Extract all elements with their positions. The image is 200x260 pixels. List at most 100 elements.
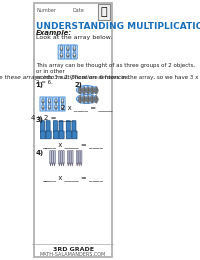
FancyBboxPatch shape: [46, 121, 50, 133]
Circle shape: [94, 95, 97, 102]
Circle shape: [90, 87, 93, 94]
FancyBboxPatch shape: [53, 131, 58, 139]
FancyBboxPatch shape: [53, 121, 57, 133]
Circle shape: [66, 51, 69, 58]
FancyBboxPatch shape: [52, 151, 53, 163]
FancyBboxPatch shape: [50, 151, 51, 163]
Circle shape: [60, 45, 63, 52]
FancyBboxPatch shape: [72, 121, 76, 133]
Circle shape: [73, 53, 74, 54]
Text: Date: Date: [72, 8, 84, 13]
Circle shape: [61, 53, 62, 54]
FancyBboxPatch shape: [66, 121, 70, 133]
FancyBboxPatch shape: [58, 151, 60, 163]
Text: MATH-SALAMANDERS.COM: MATH-SALAMANDERS.COM: [40, 252, 106, 257]
Circle shape: [54, 104, 57, 110]
Circle shape: [86, 95, 89, 102]
Polygon shape: [80, 163, 81, 166]
Circle shape: [90, 95, 93, 102]
Circle shape: [62, 105, 63, 106]
FancyBboxPatch shape: [59, 131, 64, 139]
Polygon shape: [54, 163, 55, 166]
Circle shape: [61, 105, 62, 106]
Text: 3): 3): [35, 117, 43, 123]
Text: Example:: Example:: [36, 30, 72, 36]
Circle shape: [73, 45, 75, 52]
FancyBboxPatch shape: [58, 45, 64, 59]
Circle shape: [73, 51, 75, 58]
FancyBboxPatch shape: [53, 97, 58, 111]
Circle shape: [48, 104, 51, 110]
Text: 4 x 2 = ____: 4 x 2 = ____: [31, 114, 72, 121]
Circle shape: [61, 104, 63, 110]
Text: 1): 1): [35, 82, 43, 88]
Circle shape: [60, 53, 61, 54]
Polygon shape: [67, 163, 69, 166]
Circle shape: [74, 46, 75, 48]
Circle shape: [61, 99, 62, 100]
FancyBboxPatch shape: [69, 151, 71, 163]
Circle shape: [56, 99, 57, 100]
Polygon shape: [58, 163, 60, 166]
Text: Look at the array below.: Look at the array below.: [36, 35, 112, 40]
FancyBboxPatch shape: [46, 131, 51, 139]
FancyBboxPatch shape: [72, 131, 77, 139]
Text: 2 x ____ = ____: 2 x ____ = ____: [61, 104, 112, 111]
FancyBboxPatch shape: [54, 151, 55, 163]
FancyBboxPatch shape: [64, 45, 70, 59]
Text: ____ x ____ = ____: ____ x ____ = ____: [42, 175, 103, 181]
Polygon shape: [69, 163, 71, 166]
Circle shape: [43, 105, 44, 106]
FancyBboxPatch shape: [59, 121, 63, 133]
Circle shape: [54, 98, 57, 104]
Circle shape: [48, 98, 51, 104]
Circle shape: [94, 87, 97, 94]
FancyBboxPatch shape: [33, 3, 112, 257]
FancyBboxPatch shape: [46, 97, 52, 111]
Text: 🏃: 🏃: [100, 7, 107, 17]
Polygon shape: [50, 163, 51, 166]
Text: UNDERSTANDING MULTIPLICATION (ARRAYS) 1: UNDERSTANDING MULTIPLICATION (ARRAYS) 1: [36, 22, 200, 31]
Circle shape: [82, 95, 85, 102]
Ellipse shape: [76, 94, 96, 103]
Circle shape: [42, 104, 44, 110]
FancyBboxPatch shape: [67, 151, 69, 163]
Circle shape: [74, 53, 75, 54]
Circle shape: [48, 105, 49, 106]
Ellipse shape: [76, 86, 96, 94]
Text: 3RD GRADE: 3RD GRADE: [52, 247, 93, 252]
Circle shape: [86, 87, 89, 94]
Text: ____ x ____ = ____: ____ x ____ = ____: [42, 142, 103, 148]
Text: Number: Number: [36, 8, 56, 13]
FancyBboxPatch shape: [78, 151, 80, 163]
Polygon shape: [78, 163, 79, 166]
Circle shape: [66, 45, 69, 52]
FancyBboxPatch shape: [59, 97, 65, 111]
FancyBboxPatch shape: [40, 131, 45, 139]
Text: 4): 4): [35, 150, 43, 156]
Circle shape: [48, 99, 49, 100]
Circle shape: [78, 87, 81, 94]
FancyBboxPatch shape: [76, 151, 78, 163]
FancyBboxPatch shape: [40, 121, 44, 133]
Polygon shape: [60, 163, 62, 166]
Circle shape: [42, 98, 44, 104]
Polygon shape: [71, 163, 73, 166]
Circle shape: [61, 46, 62, 48]
FancyBboxPatch shape: [71, 151, 73, 163]
Polygon shape: [52, 163, 53, 166]
FancyBboxPatch shape: [66, 131, 71, 139]
Text: This array can be thought of as three groups of 2 objects, or in other
words 3 x: This array can be thought of as three gr…: [36, 63, 198, 85]
Polygon shape: [63, 163, 64, 166]
Circle shape: [61, 98, 63, 104]
Circle shape: [82, 87, 85, 94]
Polygon shape: [76, 163, 77, 166]
FancyBboxPatch shape: [80, 151, 82, 163]
Circle shape: [60, 51, 63, 58]
Circle shape: [43, 99, 44, 100]
FancyBboxPatch shape: [98, 4, 110, 20]
Circle shape: [78, 95, 81, 102]
Circle shape: [73, 46, 74, 48]
Text: 2): 2): [74, 82, 82, 88]
FancyBboxPatch shape: [40, 97, 45, 111]
